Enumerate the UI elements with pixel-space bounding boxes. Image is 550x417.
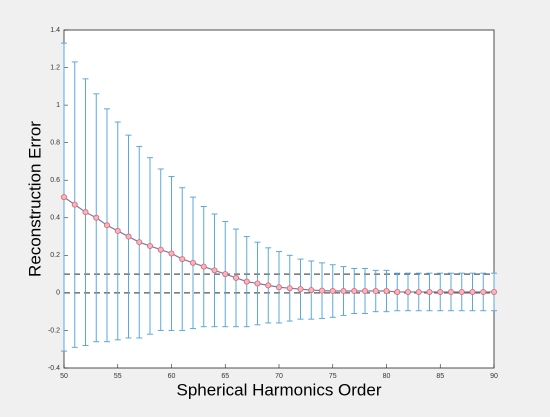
marker — [361, 288, 368, 295]
marker — [383, 288, 390, 295]
marker — [394, 288, 401, 295]
y-tick-label: 1.4 — [50, 27, 60, 34]
x-tick-label: 75 — [329, 373, 337, 380]
marker — [351, 288, 358, 295]
marker — [168, 250, 175, 257]
marker — [286, 285, 293, 292]
marker — [490, 288, 497, 295]
y-tick-label: 1 — [56, 102, 60, 109]
marker — [232, 274, 239, 281]
marker — [297, 286, 304, 293]
y-tick-label: 0.8 — [50, 140, 60, 147]
x-tick-label: 80 — [383, 373, 391, 380]
marker — [93, 214, 100, 221]
y-axis-label: Reconstruction Error — [25, 121, 44, 277]
marker — [318, 287, 325, 294]
marker — [82, 209, 89, 216]
x-tick-label: 85 — [436, 373, 444, 380]
x-tick-label: 50 — [60, 373, 68, 380]
marker — [179, 256, 186, 263]
marker — [480, 288, 487, 295]
x-axis-label: Spherical Harmonics Order — [176, 380, 381, 399]
marker — [404, 288, 411, 295]
x-tick-label: 60 — [168, 373, 176, 380]
marker — [104, 222, 111, 229]
marker — [189, 259, 196, 266]
marker — [415, 288, 422, 295]
x-tick-label: 70 — [275, 373, 283, 380]
y-tick-label: 0.6 — [50, 177, 60, 184]
marker — [146, 242, 153, 249]
marker — [447, 288, 454, 295]
marker — [469, 288, 476, 295]
marker — [222, 271, 229, 278]
marker — [308, 287, 315, 294]
marker — [61, 194, 68, 201]
marker — [426, 288, 433, 295]
y-tick-label: 1.2 — [50, 64, 60, 71]
x-tick-label: 65 — [221, 373, 229, 380]
y-tick-label: 0.2 — [50, 252, 60, 259]
marker — [243, 278, 250, 285]
marker — [254, 280, 261, 287]
x-tick-label: 55 — [114, 373, 122, 380]
marker — [71, 201, 78, 208]
marker — [114, 227, 121, 234]
marker — [340, 288, 347, 295]
marker — [275, 284, 282, 291]
y-tick-label: -0.4 — [48, 365, 60, 372]
marker — [372, 288, 379, 295]
marker — [265, 282, 272, 289]
marker — [329, 288, 336, 295]
marker — [157, 246, 164, 253]
x-tick-label: 90 — [490, 373, 498, 380]
marker — [136, 239, 143, 246]
marker — [125, 233, 132, 240]
marker — [211, 267, 218, 274]
marker — [437, 288, 444, 295]
y-tick-label: -0.2 — [48, 327, 60, 334]
marker — [200, 263, 207, 270]
y-tick-label: 0.4 — [50, 215, 60, 222]
y-tick-label: 0 — [56, 290, 60, 297]
marker — [458, 288, 465, 295]
